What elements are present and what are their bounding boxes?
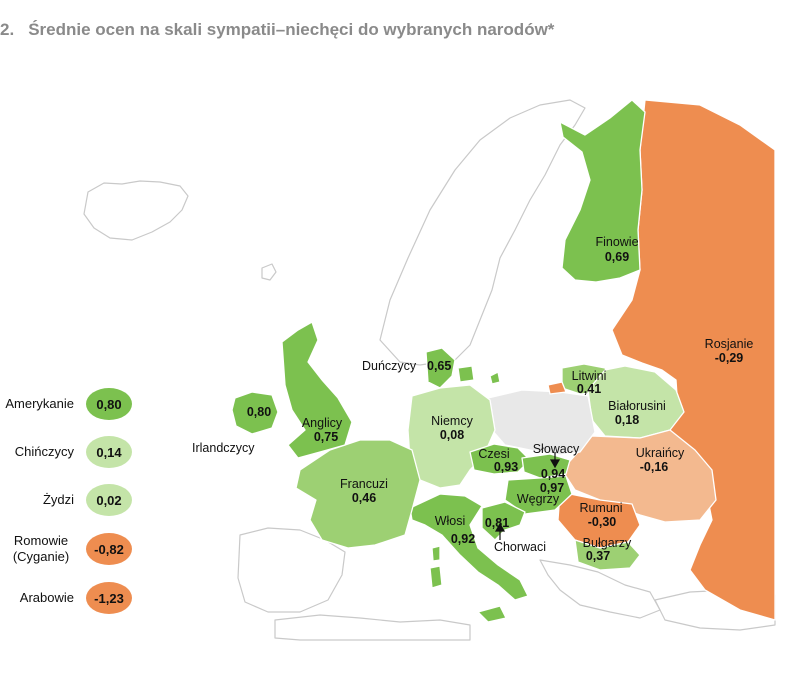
north-africa-outline	[274, 614, 471, 641]
rumuni-value: -0,30	[588, 515, 617, 529]
legend-value-pill: 0,14	[86, 436, 132, 468]
wlosi-label: Włosi	[435, 514, 466, 528]
legend-item: Żydzi 0,02	[0, 482, 132, 518]
legend-value-pill: 0,02	[86, 484, 132, 516]
chorwaci-label: Chorwaci	[494, 540, 546, 554]
svalbard-outline	[261, 263, 277, 281]
britain-shape	[281, 321, 353, 459]
francuzi-value: 0,46	[352, 491, 376, 505]
chorwaci-value: 0,81	[485, 516, 509, 530]
bulgarzy-label: Bułgarzy	[583, 536, 632, 550]
sicily-shape	[477, 605, 507, 623]
slowacy-value: 0,94	[541, 467, 565, 481]
francuzi-label: Francuzi	[340, 477, 388, 491]
denmark-islands-shape	[457, 365, 475, 383]
anglicy-label: Anglicy	[302, 416, 343, 430]
belarus-shape	[587, 365, 685, 439]
poland-shape	[487, 389, 596, 456]
scandinavia-outline	[379, 99, 586, 366]
litwini-label: Litwini	[572, 369, 607, 383]
denmark-shape	[425, 347, 456, 389]
niemcy-label: Niemcy	[431, 414, 473, 428]
bulgaria-shape	[574, 539, 641, 571]
balkans-outline	[539, 559, 661, 619]
slowacy-label: Słowacy	[533, 442, 580, 456]
ukraincy-value: -0,16	[640, 460, 669, 474]
czesi-value: 0,93	[494, 460, 518, 474]
legend-value-pill: 0,80	[86, 388, 132, 420]
corsica-shape	[431, 545, 441, 562]
finland-shape	[559, 99, 646, 283]
legend-value-pill: -0,82	[86, 533, 132, 565]
ukraincy-label: Ukraińcy	[636, 446, 685, 460]
title-text: Średnie ocen na skali sympatii–niechęci …	[28, 20, 555, 39]
legend-value-pill: -1,23	[86, 582, 132, 614]
dunczycy-value: 0,65	[427, 359, 451, 373]
kaliningrad-shape	[547, 381, 567, 395]
wegrzy-value: 0,97	[540, 481, 564, 495]
anglicy-value: 0,75	[314, 430, 338, 444]
finowie-value: 0,69	[605, 250, 629, 264]
bialorusini-label: Białorusini	[608, 399, 666, 413]
legend-label: Arabowie	[19, 590, 74, 605]
sardinia-shape	[429, 565, 443, 589]
legend-item: Chińczycy 0,14	[0, 434, 132, 470]
iberia-outline	[237, 527, 346, 613]
legend-item: Romowie (Cyganie) -0,82	[0, 531, 132, 567]
anatolia-outline	[654, 589, 776, 631]
niemcy-value: 0,08	[440, 428, 464, 442]
ireland-shape	[231, 391, 279, 435]
legend-label: Chińczycy	[14, 444, 74, 459]
title-number: 2.	[0, 20, 15, 39]
legend-label: Romowie (Cyganie)	[12, 533, 70, 564]
italy-shape	[409, 493, 529, 601]
bulgarzy-value: 0,37	[586, 549, 610, 563]
legend-item: Arabowie -1,23	[0, 580, 132, 616]
france-shape	[295, 439, 421, 549]
iceland-outline	[83, 180, 189, 241]
rosjanie-label: Rosjanie	[705, 337, 754, 351]
bialorusini-value: 0,18	[615, 413, 639, 427]
legend-item: Amerykanie 0,80	[0, 386, 132, 422]
legend-label: Amerykanie	[5, 396, 74, 411]
finowie-label: Finowie	[595, 235, 638, 249]
wegrzy-label: Węgrzy	[517, 492, 560, 506]
irlandczycy-label: Irlandczycy	[192, 441, 255, 455]
litwini-value: 0,41	[577, 382, 601, 396]
legend-label: Żydzi	[42, 492, 74, 507]
rosjanie-value: -0,29	[715, 351, 744, 365]
rumuni-label: Rumuni	[579, 501, 622, 515]
chorwaci-arrow	[494, 522, 506, 540]
slowacy-arrow	[549, 452, 561, 469]
baltic-islands-shape	[489, 371, 501, 385]
irlandczycy-value: 0,80	[247, 405, 271, 419]
hungary-shape	[504, 475, 573, 515]
croatia-shape	[481, 501, 526, 541]
czesi-label: Czesi	[478, 447, 509, 461]
map-title: 2. Średnie ocen na skali sympatii–niechęc…	[0, 20, 554, 40]
dunczycy-label: Duńczycy	[362, 359, 417, 373]
wlosi-value: 0,92	[451, 532, 475, 546]
